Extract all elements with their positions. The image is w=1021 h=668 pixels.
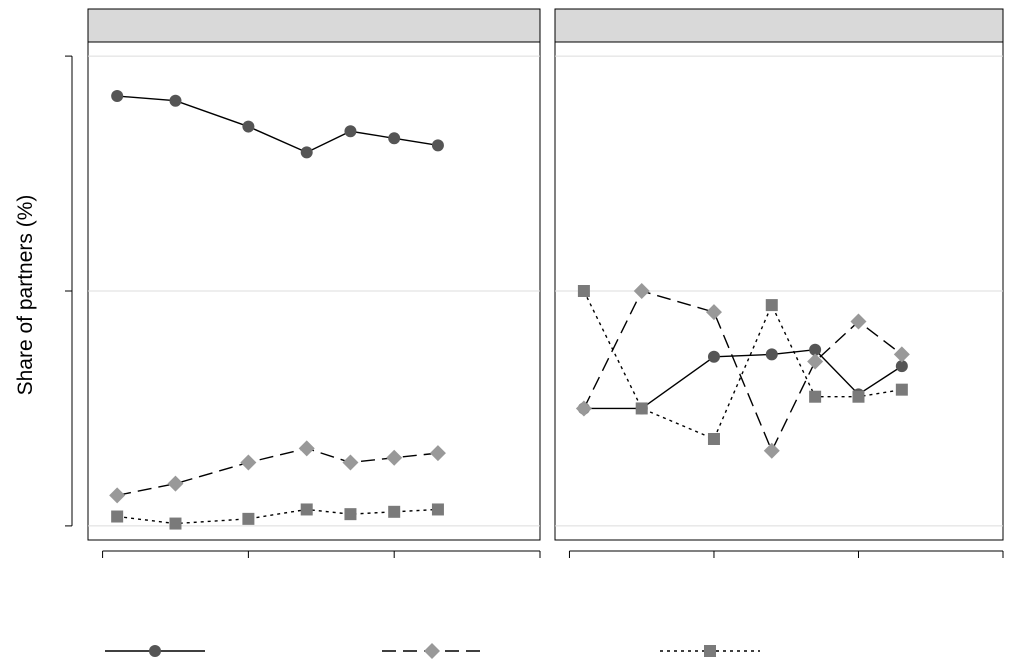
series-in-p90-p99 <box>109 440 446 504</box>
legend <box>105 643 760 659</box>
data-point <box>807 353 824 370</box>
legend-item <box>382 643 482 659</box>
data-point <box>388 132 401 145</box>
data-point <box>809 343 822 356</box>
panel-top-women <box>554 8 1004 558</box>
data-point <box>167 475 184 492</box>
data-point <box>300 503 313 516</box>
data-point <box>109 487 126 504</box>
data-point <box>809 390 822 403</box>
series-in-p0-p90 <box>111 90 444 159</box>
data-point <box>300 146 313 159</box>
data-point <box>240 454 257 471</box>
data-point <box>850 313 867 330</box>
data-point <box>707 432 720 445</box>
data-point <box>431 139 444 152</box>
data-point <box>298 440 315 457</box>
data-point <box>429 445 446 462</box>
data-point <box>707 350 720 363</box>
data-point <box>633 283 650 299</box>
legend-marker <box>149 645 161 657</box>
data-point <box>111 90 124 103</box>
data-point <box>765 348 778 361</box>
data-point <box>852 390 865 403</box>
legend-item <box>660 645 760 657</box>
data-point <box>242 120 255 133</box>
data-point <box>342 454 359 471</box>
y-axis-title: Share of partners (%) <box>14 195 37 396</box>
panel-header <box>554 8 1004 43</box>
series-in-p99-p100 <box>577 285 908 445</box>
data-point <box>763 442 780 459</box>
data-point <box>577 285 590 297</box>
legend-item <box>105 645 205 657</box>
data-point <box>431 503 444 516</box>
data-point <box>895 383 908 396</box>
data-point <box>765 299 778 312</box>
panel-header <box>87 8 541 43</box>
series-in-p99-p100 <box>111 503 444 530</box>
data-point <box>895 360 908 373</box>
legend-marker <box>424 643 440 659</box>
data-point <box>575 400 592 417</box>
data-point <box>635 402 648 415</box>
data-point <box>242 512 255 525</box>
series-in-p90-p99 <box>575 283 910 459</box>
data-point <box>111 510 124 523</box>
data-point <box>344 125 357 138</box>
data-point <box>893 346 910 363</box>
data-point <box>705 304 722 321</box>
panel-top-men <box>65 8 541 558</box>
data-point <box>169 94 182 107</box>
data-point <box>388 505 401 518</box>
data-point <box>386 449 403 466</box>
data-point <box>344 508 357 521</box>
data-point <box>169 517 182 530</box>
legend-marker <box>704 645 716 657</box>
